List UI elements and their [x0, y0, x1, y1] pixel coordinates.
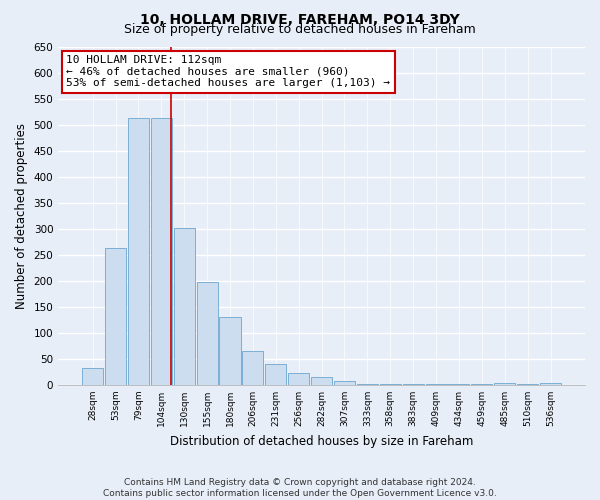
Text: Contains HM Land Registry data © Crown copyright and database right 2024.
Contai: Contains HM Land Registry data © Crown c…	[103, 478, 497, 498]
Bar	[425, 384, 446, 385]
Bar	[220, 316, 241, 385]
Bar	[448, 384, 469, 385]
Bar	[311, 377, 332, 385]
Bar	[494, 383, 515, 385]
Bar	[105, 248, 126, 385]
Bar	[151, 118, 172, 385]
Bar	[357, 384, 378, 385]
Bar	[517, 384, 538, 385]
Bar	[288, 373, 309, 385]
Bar	[540, 383, 561, 385]
Bar	[242, 351, 263, 385]
Text: 10 HOLLAM DRIVE: 112sqm
← 46% of detached houses are smaller (960)
53% of semi-d: 10 HOLLAM DRIVE: 112sqm ← 46% of detache…	[66, 55, 390, 88]
Y-axis label: Number of detached properties: Number of detached properties	[15, 122, 28, 308]
Bar	[173, 228, 195, 385]
Bar	[380, 384, 401, 385]
Bar	[265, 364, 286, 385]
Bar	[197, 282, 218, 385]
X-axis label: Distribution of detached houses by size in Fareham: Distribution of detached houses by size …	[170, 434, 473, 448]
Bar	[128, 118, 149, 385]
Bar	[82, 368, 103, 385]
Bar	[334, 381, 355, 385]
Text: Size of property relative to detached houses in Fareham: Size of property relative to detached ho…	[124, 22, 476, 36]
Bar	[472, 384, 493, 385]
Bar	[403, 384, 424, 385]
Text: 10, HOLLAM DRIVE, FAREHAM, PO14 3DY: 10, HOLLAM DRIVE, FAREHAM, PO14 3DY	[140, 12, 460, 26]
